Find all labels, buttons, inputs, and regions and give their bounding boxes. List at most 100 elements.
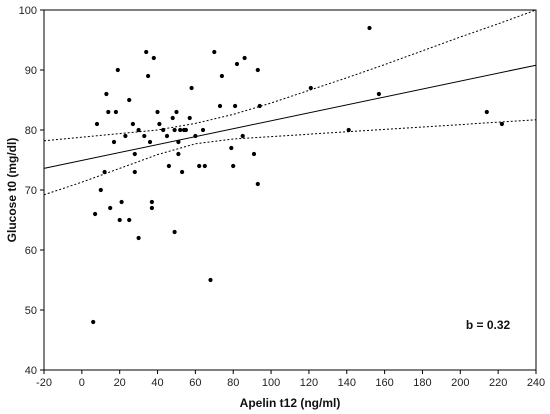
data-point [234, 61, 240, 67]
data-point [151, 55, 156, 61]
x-axis: -20 0 20 40 60 80 100 120 140 160 180 200 220 240 [36, 370, 545, 389]
data-point [155, 109, 160, 115]
y-tick-label: 100 [19, 5, 37, 17]
data-point [212, 49, 217, 55]
data-point [130, 121, 135, 127]
data-point [147, 139, 153, 145]
data-point [108, 205, 113, 211]
data-point [149, 205, 154, 211]
y-tick-label: 70 [25, 185, 37, 197]
x-tick-label: 140 [338, 377, 356, 389]
x-tick-label: 220 [489, 377, 507, 389]
x-tick-label: 40 [151, 377, 163, 389]
x-tick-label: 120 [300, 377, 318, 389]
data-point [176, 151, 181, 157]
y-axis-title: Glucose t0 (mg/dl) [5, 138, 19, 243]
data-point [255, 181, 260, 187]
data-point [127, 97, 132, 103]
regression-line [43, 64, 537, 169]
x-tick-label: 20 [114, 377, 126, 389]
data-point [176, 139, 181, 145]
y-tick-label: 80 [25, 125, 37, 137]
data-point [172, 127, 177, 133]
data-points [91, 25, 504, 325]
data-point [202, 163, 207, 169]
data-point [119, 199, 124, 205]
x-tick-label: 200 [451, 377, 469, 389]
x-tick-label: 80 [227, 377, 239, 389]
data-point [174, 109, 179, 115]
data-point [111, 139, 117, 145]
data-point [257, 103, 262, 109]
data-point [255, 67, 260, 73]
data-point [172, 229, 177, 235]
data-point [91, 319, 96, 325]
data-point [346, 127, 351, 133]
data-point [117, 217, 122, 223]
data-point [104, 91, 109, 97]
data-point [484, 109, 489, 115]
x-tick-label: 0 [79, 377, 85, 389]
data-point [499, 121, 504, 127]
data-point [242, 55, 247, 61]
data-point [193, 133, 198, 139]
data-point [233, 103, 238, 109]
y-tick-label: 60 [25, 245, 37, 257]
data-point [132, 169, 137, 175]
x-tick-label: 240 [527, 377, 545, 389]
x-tick-label: 180 [413, 377, 431, 389]
data-point [146, 73, 151, 79]
data-point [231, 163, 236, 169]
data-point [115, 67, 120, 73]
data-point [98, 187, 103, 193]
x-axis-title: Apelin t12 (ng/ml) [240, 396, 341, 410]
data-point [144, 49, 149, 55]
y-tick-label: 40 [25, 365, 37, 377]
data-point [113, 109, 118, 115]
data-point [94, 121, 100, 127]
regression-line-group [43, 64, 537, 169]
data-point [123, 133, 128, 139]
data-point [164, 133, 170, 139]
data-point [178, 127, 183, 133]
y-axis: 40 50 60 70 80 90 100 [19, 5, 44, 377]
data-point [132, 151, 137, 157]
data-point [106, 109, 111, 115]
data-point [170, 115, 175, 121]
data-point [93, 211, 98, 217]
data-point [166, 163, 171, 169]
data-point [189, 85, 194, 91]
data-point [308, 85, 313, 91]
confidence-upper-line [43, 9, 537, 142]
data-point [187, 115, 192, 121]
data-point [149, 199, 154, 205]
data-point [251, 151, 257, 157]
x-tick-label: -20 [36, 377, 52, 389]
data-point [136, 127, 141, 133]
data-point [183, 127, 188, 133]
data-point [157, 121, 162, 127]
data-point [180, 169, 185, 175]
data-point [142, 133, 147, 139]
data-point [219, 73, 224, 79]
x-tick-label: 100 [262, 377, 280, 389]
data-point [367, 25, 372, 31]
data-point [208, 277, 213, 283]
slope-annotation: b = 0.32 [466, 318, 511, 332]
x-tick-label: 60 [189, 377, 201, 389]
y-tick-label: 50 [25, 305, 37, 317]
data-point [197, 163, 202, 169]
data-point [376, 91, 381, 97]
data-point [229, 145, 234, 151]
data-point [161, 127, 166, 133]
x-tick-label: 160 [375, 377, 393, 389]
confidence-band [43, 9, 537, 196]
data-point [136, 235, 141, 241]
data-point [102, 169, 107, 175]
y-tick-label: 90 [25, 65, 37, 77]
data-point [217, 103, 223, 109]
data-point [200, 127, 206, 133]
data-point [127, 217, 132, 223]
